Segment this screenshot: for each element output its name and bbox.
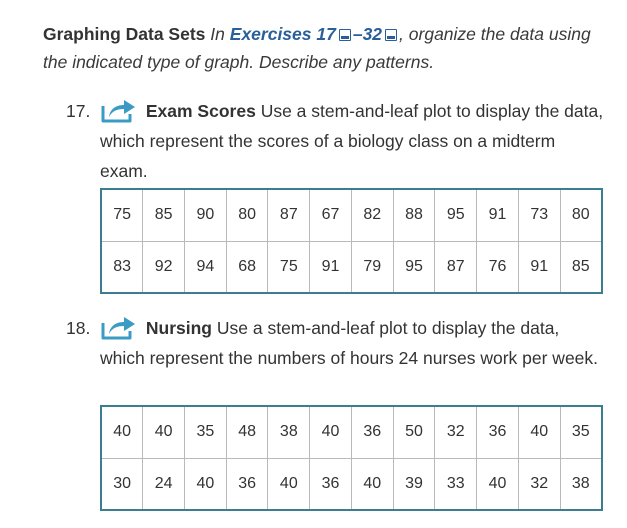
table-cell: 91	[309, 240, 352, 294]
table-cell: 40	[517, 405, 561, 459]
table-cell: 35	[183, 405, 227, 459]
intro-in: In	[210, 24, 225, 44]
table-cell: 87	[267, 188, 311, 242]
share-arrow-icon[interactable]	[100, 314, 138, 340]
table-cell: 91	[517, 240, 561, 294]
table-cell: 94	[183, 240, 227, 294]
table-cell: 68	[225, 240, 269, 294]
exercise-description: Use a stem-and-leaf plot to display the …	[100, 101, 604, 181]
table-cell: 75	[100, 188, 144, 242]
table-row: 83 92 94 68 75 91 79 95 87 76 91 85	[100, 240, 603, 294]
table-cell: 32	[517, 457, 561, 511]
table-cell: 82	[350, 188, 394, 242]
table-cell: 83	[100, 240, 144, 294]
intro-rest: , organize the data using the indicated …	[43, 24, 591, 72]
table-cell: 39	[392, 457, 436, 511]
table-cell: 85	[142, 188, 185, 242]
table-row: 30 24 40 36 40 36 40 39 33 40 32 38	[100, 457, 603, 511]
table-cell: 79	[350, 240, 394, 294]
table-cell: 38	[267, 405, 311, 459]
exercises-start-link[interactable]: Exercises 17	[230, 24, 353, 44]
exercises-dash: –	[352, 24, 363, 44]
table-cell: 80	[559, 188, 603, 242]
table-cell: 73	[517, 188, 561, 242]
exercise-17: 17. Exam Scores Use a stem-and-leaf plot…	[66, 96, 606, 294]
table-cell: 75	[267, 240, 311, 294]
table-cell: 95	[392, 240, 436, 294]
table-row: 40 40 35 48 38 40 36 50 32 36 40 35	[100, 405, 603, 459]
table-cell: 33	[434, 457, 478, 511]
table-cell: 80	[225, 188, 269, 242]
table-cell: 85	[559, 240, 603, 294]
table-cell: 24	[142, 457, 185, 511]
table-cell: 40	[100, 405, 144, 459]
data-table: 75 85 90 80 87 67 82 88 95 91 73 80 83 9…	[100, 188, 603, 294]
table-cell: 48	[225, 405, 269, 459]
table-cell: 40	[476, 457, 519, 511]
exercise-title: Nursing	[145, 318, 212, 338]
table-cell: 40	[267, 457, 311, 511]
table-cell: 40	[350, 457, 394, 511]
section-heading: Graphing Data Sets	[43, 24, 206, 44]
external-link-icon	[338, 29, 351, 41]
table-row: 75 85 90 80 87 67 82 88 95 91 73 80	[100, 188, 603, 242]
exercise-number: 17.	[66, 101, 91, 121]
exercise-description: Use a stem-and-leaf plot to display the …	[100, 318, 599, 368]
exercise-18: 18. Nursing Use a stem-and-leaf plot to …	[66, 313, 606, 511]
table-cell: 87	[434, 240, 478, 294]
table-cell: 36	[476, 405, 519, 459]
data-table: 40 40 35 48 38 40 36 50 32 36 40 35 30 2…	[100, 405, 603, 511]
table-cell: 36	[309, 457, 352, 511]
table-cell: 40	[183, 457, 227, 511]
table-cell: 30	[100, 457, 144, 511]
exercise-title: Exam Scores	[145, 101, 256, 121]
table-cell: 36	[225, 457, 269, 511]
table-cell: 92	[142, 240, 185, 294]
table-cell: 91	[476, 188, 519, 242]
table-cell: 67	[309, 188, 352, 242]
table-cell: 32	[434, 405, 478, 459]
share-arrow-icon[interactable]	[100, 97, 138, 123]
table-cell: 76	[476, 240, 519, 294]
table-cell: 40	[142, 405, 185, 459]
exercise-number: 18.	[66, 318, 91, 338]
table-cell: 36	[350, 405, 394, 459]
external-link-icon	[385, 29, 398, 41]
exercises-end-link[interactable]: 32	[363, 24, 399, 44]
table-cell: 40	[309, 405, 352, 459]
table-cell: 88	[392, 188, 436, 242]
table-cell: 90	[183, 188, 227, 242]
table-cell: 35	[559, 405, 603, 459]
table-cell: 50	[392, 405, 436, 459]
instructions-paragraph: Graphing Data Sets In Exercises 17 –32, o…	[43, 20, 613, 76]
table-cell: 95	[434, 188, 478, 242]
table-cell: 38	[559, 457, 603, 511]
